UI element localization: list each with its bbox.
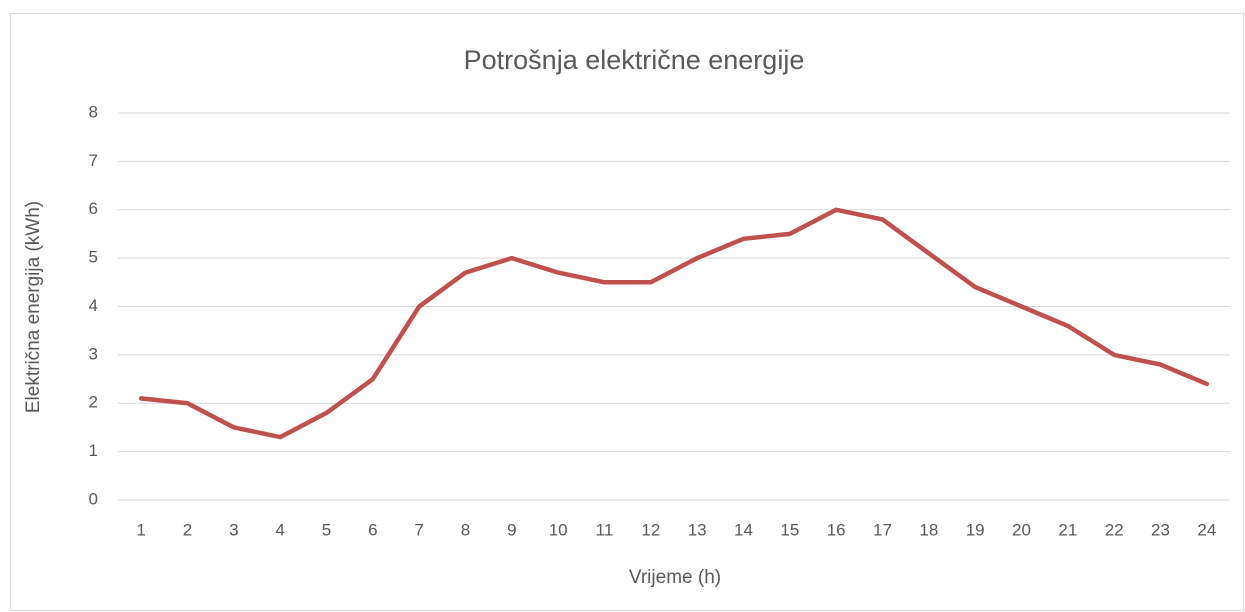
x-tick-label: 21 (1058, 520, 1077, 539)
x-tick-label: 3 (229, 520, 238, 539)
x-tick-label: 2 (183, 520, 192, 539)
x-tick-label: 5 (322, 520, 331, 539)
x-tick-label: 11 (596, 520, 614, 539)
x-tick-label: 19 (966, 520, 985, 539)
y-tick-label: 4 (89, 296, 98, 315)
x-tick-label: 22 (1105, 520, 1124, 539)
x-tick-label: 18 (919, 520, 938, 539)
x-tick-label: 4 (275, 520, 284, 539)
x-tick-label: 20 (1012, 520, 1031, 539)
data-line (138, 207, 1210, 440)
x-tick-label: 24 (1197, 520, 1216, 539)
y-tick-label: 6 (89, 199, 98, 218)
x-tick-label: 12 (641, 520, 660, 539)
x-tick-label: 16 (827, 520, 846, 539)
x-tick-label: 7 (414, 520, 423, 539)
x-tick-label: 14 (734, 520, 753, 539)
x-tick-label: 15 (780, 520, 799, 539)
y-tick-label: 1 (89, 441, 98, 460)
y-tick-label: 3 (89, 344, 98, 363)
y-tick-label: 0 (89, 489, 98, 508)
x-tick-label: 9 (507, 520, 516, 539)
x-axis-label: Vrijeme (h) (629, 567, 721, 588)
y-tick-label: 5 (89, 248, 98, 267)
y-tick-label: 8 (89, 102, 98, 121)
x-tick-label: 10 (549, 520, 568, 539)
x-tick-label: 6 (368, 520, 377, 539)
x-tick-label: 17 (873, 520, 892, 539)
x-tick-label: 1 (136, 520, 145, 539)
chart-title: Potrošnja električne energije (464, 45, 805, 75)
y-tick-label: 2 (89, 393, 98, 412)
y-axis-label: Električna energija (kWh) (23, 201, 44, 413)
x-tick-label: 8 (461, 520, 470, 539)
y-tick-label: 7 (89, 151, 98, 170)
x-tick-label: 13 (688, 520, 707, 539)
x-tick-label: 23 (1151, 520, 1170, 539)
